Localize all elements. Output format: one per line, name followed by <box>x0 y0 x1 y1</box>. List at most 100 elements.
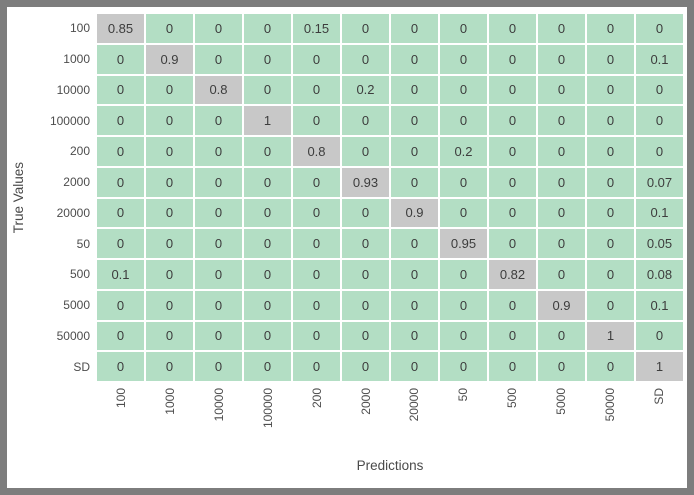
y-tick-label: 2000 <box>63 175 90 190</box>
heatmap-cell-20000-20000: 0.9 <box>391 198 438 228</box>
heatmap-cell-50-SD: 0.05 <box>636 229 683 258</box>
heatmap-cell-20000-100000: 0 <box>244 198 291 228</box>
heatmap-cell-SD-20000: 0 <box>391 352 438 381</box>
heatmap-cell-10000-2000: 0.2 <box>342 75 389 105</box>
heatmap-cell-10000-20000: 0 <box>391 75 438 105</box>
heatmap-cell-1000-10000: 0 <box>195 44 242 74</box>
heatmap-cell-50-5000: 0 <box>538 229 585 258</box>
heatmap-cell-50-100000: 0 <box>244 229 291 258</box>
heatmap-cell-100000-200: 0 <box>293 106 340 135</box>
y-tick-label: 500 <box>69 267 90 282</box>
heatmap-cell-5000-1000: 0 <box>146 290 193 320</box>
x-axis-label: Predictions <box>97 458 683 473</box>
heatmap-cell-200-5000: 0 <box>538 137 585 166</box>
heatmap-cell-200-2000: 0 <box>342 137 389 166</box>
heatmap-cell-500-100000: 0 <box>244 260 291 289</box>
heatmap-cell-1000-100000: 0 <box>244 44 291 74</box>
x-tick-label: SD <box>651 388 666 405</box>
heatmap-cell-2000-10000: 0 <box>195 167 242 197</box>
heatmap-cell-5000-50000: 0 <box>587 290 634 320</box>
heatmap-cell-500-10000: 0 <box>195 260 242 289</box>
heatmap-cell-50000-5000: 0 <box>538 321 585 351</box>
heatmap-cell-100-50000: 0 <box>587 14 634 43</box>
heatmap-cell-100-2000: 0 <box>342 14 389 43</box>
y-tick-label: 50 <box>76 236 90 251</box>
heatmap-cell-10000-50: 0 <box>440 75 487 105</box>
heatmap-cell-2000-500: 0 <box>489 167 536 197</box>
heatmap-cell-10000-500: 0 <box>489 75 536 105</box>
heatmap-cell-200-500: 0 <box>489 137 536 166</box>
heatmap-cell-100000-1000: 0 <box>146 106 193 135</box>
heatmap-cell-100-500: 0 <box>489 14 536 43</box>
heatmap-cell-10000-50000: 0 <box>587 75 634 105</box>
heatmap-cell-SD-200: 0 <box>293 352 340 381</box>
heatmap-cell-1000-100: 0 <box>97 44 144 74</box>
heatmap-cell-100000-50000: 0 <box>587 106 634 135</box>
x-tick-label: 500 <box>505 388 520 409</box>
heatmap-cell-2000-SD: 0.07 <box>636 167 683 197</box>
heatmap-cell-50000-100: 0 <box>97 321 144 351</box>
heatmap-cell-50-1000: 0 <box>146 229 193 258</box>
heatmap-cell-2000-50000: 0 <box>587 167 634 197</box>
heatmap-cell-2000-20000: 0 <box>391 167 438 197</box>
heatmap-cell-50-50000: 0 <box>587 229 634 258</box>
heatmap-cell-20000-500: 0 <box>489 198 536 228</box>
x-tick-label: 50 <box>456 388 471 402</box>
heatmap-cell-SD-1000: 0 <box>146 352 193 381</box>
heatmap-cell-10000-10000: 0.8 <box>195 75 242 105</box>
heatmap-cell-200-1000: 0 <box>146 137 193 166</box>
heatmap-cell-1000-500: 0 <box>489 44 536 74</box>
heatmap-cell-500-20000: 0 <box>391 260 438 289</box>
heatmap-cell-100000-500: 0 <box>489 106 536 135</box>
heatmap-cell-500-50000: 0 <box>587 260 634 289</box>
heatmap-cell-5000-20000: 0 <box>391 290 438 320</box>
heatmap-cell-2000-50: 0 <box>440 167 487 197</box>
heatmap-cell-50-200: 0 <box>293 229 340 258</box>
heatmap-cell-2000-1000: 0 <box>146 167 193 197</box>
heatmap-cell-SD-50000: 0 <box>587 352 634 381</box>
heatmap-cell-200-100000: 0 <box>244 137 291 166</box>
heatmap-cell-50-100: 0 <box>97 229 144 258</box>
heatmap-cell-100-10000: 0 <box>195 14 242 43</box>
heatmap-cell-50000-50000: 1 <box>587 321 634 351</box>
x-tick-label: 10000 <box>212 388 227 422</box>
heatmap-cell-1000-50: 0 <box>440 44 487 74</box>
heatmap-cell-10000-1000: 0 <box>146 75 193 105</box>
heatmap-cell-20000-SD: 0.1 <box>636 198 683 228</box>
heatmap-cell-1000-50000: 0 <box>587 44 634 74</box>
heatmap-cell-20000-1000: 0 <box>146 198 193 228</box>
heatmap-cell-2000-200: 0 <box>293 167 340 197</box>
heatmap-cell-SD-100000: 0 <box>244 352 291 381</box>
heatmap-cell-50000-50: 0 <box>440 321 487 351</box>
heatmap-cell-10000-200: 0 <box>293 75 340 105</box>
heatmap-cell-100000-100: 0 <box>97 106 144 135</box>
heatmap-cell-100-100: 0.85 <box>97 14 144 43</box>
heatmap-cell-1000-1000: 0.9 <box>146 44 193 74</box>
heatmap-cell-500-500: 0.82 <box>489 260 536 289</box>
heatmap-cell-50-20000: 0 <box>391 229 438 258</box>
heatmap-cell-100-20000: 0 <box>391 14 438 43</box>
heatmap-cell-200-200: 0.8 <box>293 137 340 166</box>
heatmap-cell-100000-2000: 0 <box>342 106 389 135</box>
y-tick-label: 5000 <box>63 298 90 313</box>
heatmap-cell-1000-200: 0 <box>293 44 340 74</box>
heatmap-cell-500-50: 0 <box>440 260 487 289</box>
heatmap-cell-100000-20000: 0 <box>391 106 438 135</box>
x-tick-labels: 100 1000 10000 100000 200 2000 20000 50 500 5000 5… <box>97 385 683 447</box>
x-tick-label: 20000 <box>407 388 422 422</box>
heatmap-cell-100-5000: 0 <box>538 14 585 43</box>
y-tick-label: 50000 <box>56 328 90 343</box>
y-tick-label: 100000 <box>49 113 90 128</box>
heatmap-cell-200-SD: 0 <box>636 137 683 166</box>
x-tick-label: 50000 <box>602 388 617 422</box>
heatmap-cell-SD-100: 0 <box>97 352 144 381</box>
heatmap-cell-SD-50: 0 <box>440 352 487 381</box>
heatmap-cell-20000-50: 0 <box>440 198 487 228</box>
heatmap-cell-1000-20000: 0 <box>391 44 438 74</box>
x-axis-label-text: Predictions <box>356 458 424 473</box>
heatmap-cell-200-10000: 0 <box>195 137 242 166</box>
heatmap-cell-SD-10000: 0 <box>195 352 242 381</box>
y-tick-label: SD <box>73 359 90 374</box>
x-tick-label: 5000 <box>553 388 568 415</box>
x-tick-label: 100000 <box>260 388 275 429</box>
